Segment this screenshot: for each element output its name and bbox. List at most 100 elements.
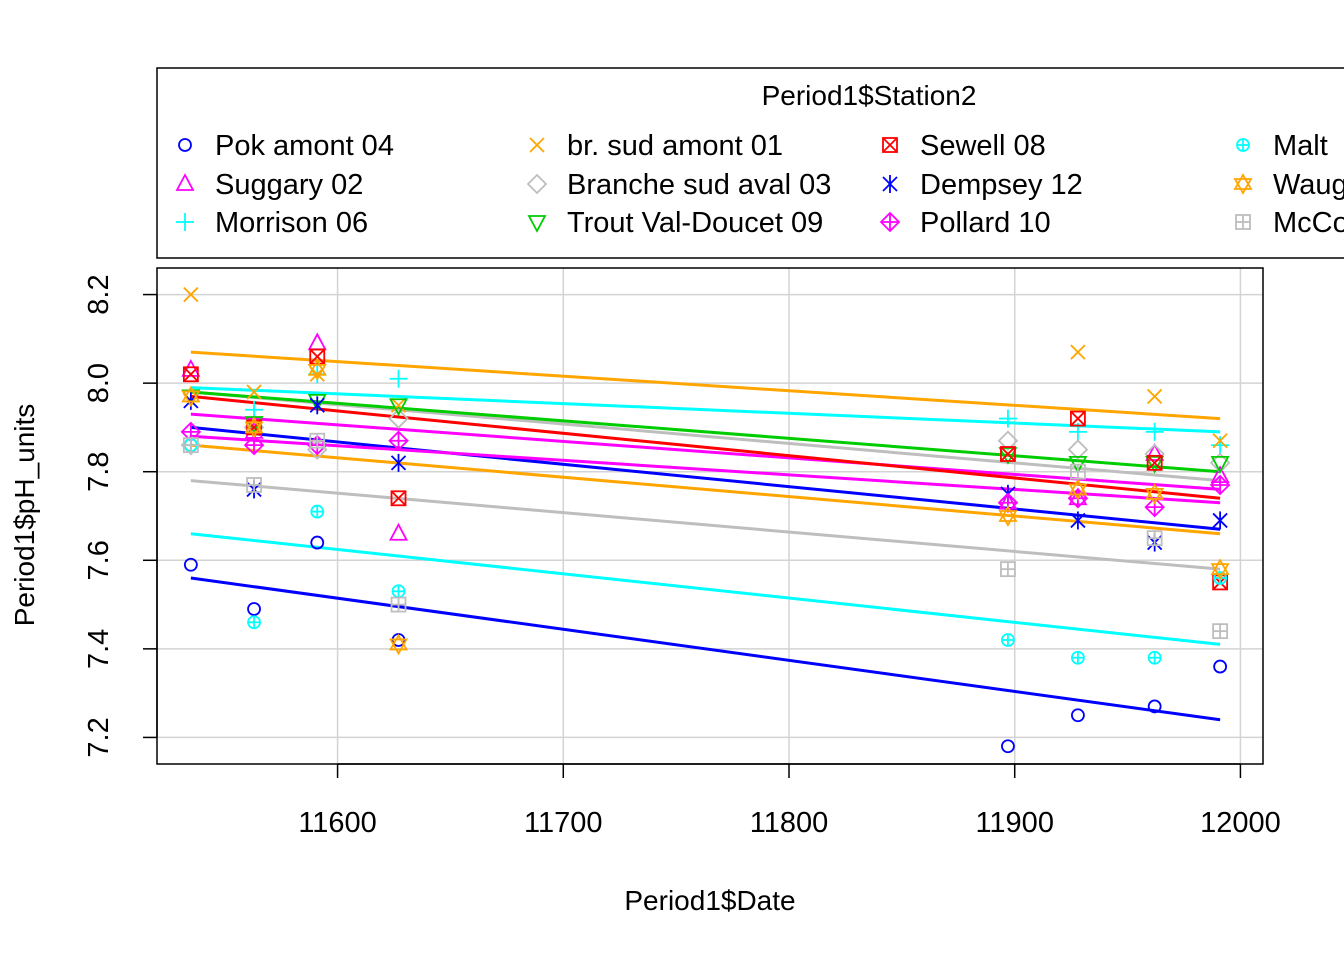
data-point-series-6 (390, 490, 407, 507)
fit-line-series-1 (190, 412, 1221, 491)
legend-marker (882, 137, 898, 153)
data-point-series-0 (1213, 659, 1228, 674)
legend-label: McCo (1273, 207, 1344, 239)
data-point-series-0 (310, 535, 325, 550)
x-tick-label: 11800 (750, 807, 829, 839)
data-point-series-5 (389, 398, 409, 417)
data-point-series-0 (183, 557, 198, 572)
data-point-series-7 (1070, 511, 1086, 530)
data-point-series-10 (244, 416, 264, 439)
data-point-series-9 (247, 615, 261, 630)
data-point-series-9 (1147, 650, 1162, 665)
data-point-series-5 (998, 447, 1018, 465)
data-point-series-7 (1212, 511, 1228, 530)
legend-entry: Branche sud aval 03 (526, 169, 831, 201)
legend-marker (176, 213, 194, 231)
data-points (180, 286, 1231, 754)
data-point-series-3 (183, 286, 199, 303)
data-point-series-6 (309, 348, 326, 365)
data-point-series-7 (390, 453, 407, 472)
legend-entry: Malt (1236, 130, 1328, 162)
data-point-series-10 (1145, 483, 1165, 505)
data-point-series-11 (246, 477, 262, 493)
legend-label: Dempsey 12 (920, 169, 1083, 201)
legend-marker (882, 175, 898, 193)
data-point-series-3 (390, 397, 407, 413)
data-point-series-2 (998, 409, 1017, 428)
data-point-series-5 (1145, 455, 1165, 474)
fit-line-series-3 (190, 350, 1221, 421)
fit-line-series-7 (190, 425, 1221, 531)
legend-label: Trout Val-Doucet 09 (567, 207, 823, 239)
y-tick-label: 7.2 (83, 717, 115, 757)
data-point-series-8 (243, 434, 265, 456)
data-point-series-6 (1146, 454, 1163, 471)
legend-label: Waug (1273, 169, 1344, 201)
legend-entry: McCo (1235, 207, 1344, 239)
data-point-series-0 (1147, 699, 1162, 714)
data-point-series-3 (1070, 344, 1086, 360)
legend-entry: Morrison 06 (176, 207, 368, 239)
legend-entry: Dempsey 12 (882, 169, 1083, 201)
legend-label: Suggary 02 (215, 169, 363, 201)
data-point-series-10 (388, 633, 409, 656)
data-point-series-11 (1000, 561, 1016, 578)
legend-marker (529, 137, 545, 153)
data-point-series-0 (1001, 739, 1015, 754)
data-point-series-10 (307, 359, 327, 381)
grid-lines (157, 268, 1263, 764)
y-tick-label: 8.0 (83, 363, 115, 403)
regression-lines (190, 350, 1221, 722)
legend-marker (178, 138, 192, 152)
data-point-series-10 (181, 385, 201, 408)
legend-title: Period1$Station2 (762, 80, 977, 111)
data-point-series-0 (247, 602, 261, 616)
y-tick-label: 7.8 (83, 452, 115, 492)
fit-line-series-11 (190, 479, 1221, 571)
data-point-series-4 (388, 408, 409, 429)
x-tick-label: 11600 (298, 807, 377, 839)
legend-entry: br. sud amont 01 (529, 130, 783, 162)
data-point-series-5 (1210, 455, 1230, 474)
legend-entry: Sewell 08 (882, 130, 1046, 162)
data-point-series-1 (389, 522, 409, 541)
x-axis-title: Period1$Date (624, 885, 795, 916)
data-point-series-2 (389, 369, 408, 388)
fit-line-series-10 (190, 443, 1221, 536)
data-point-series-8 (388, 430, 409, 451)
legend-entry: Suggary 02 (175, 169, 363, 201)
data-point-series-1 (1145, 443, 1165, 461)
legend-label: Sewell 08 (920, 130, 1046, 162)
data-point-series-9 (1071, 650, 1085, 665)
y-tick-label: 8.2 (83, 274, 115, 314)
fit-line-series-9 (190, 532, 1221, 646)
legend-label: Pok amont 04 (215, 130, 394, 162)
y-tick-label: 7.4 (83, 629, 115, 669)
data-point-series-6 (1000, 446, 1016, 462)
fit-line-series-8 (190, 434, 1221, 505)
legend-marker (1233, 173, 1253, 195)
axes: 11600 11700 11800 11900 12000 7.2 7.4 7.6 7.8 8.0… (83, 274, 1281, 839)
legend-label: Morrison 06 (215, 207, 368, 239)
legend-entry: Waug (1233, 169, 1344, 201)
legend-box (156, 67, 1344, 259)
legend-entry: Pok amont 04 (178, 130, 394, 162)
legend-entries: Pok amont 04 Suggary 02 Morrison 06 br. sud… (175, 130, 1344, 239)
data-point-series-11 (182, 437, 199, 454)
fit-line-series-5 (190, 390, 1221, 474)
data-point-series-3 (1147, 388, 1163, 405)
legend-marker (527, 215, 547, 233)
data-point-series-2 (1211, 436, 1230, 455)
data-point-series-10 (1068, 478, 1088, 501)
data-point-series-11 (1146, 530, 1163, 547)
x-tick-label: 12000 (1200, 807, 1281, 839)
fit-line-series-2 (190, 386, 1221, 434)
x-tick-label: 11700 (524, 807, 603, 839)
y-tick-label: 7.6 (83, 540, 115, 580)
legend-label: br. sud amont 01 (567, 130, 783, 162)
data-point-series-8 (1209, 474, 1231, 496)
legend-marker (879, 211, 901, 233)
x-tick-label: 11900 (975, 807, 1054, 839)
legend-entry: Pollard 10 (879, 207, 1051, 239)
fit-line-series-0 (190, 576, 1221, 722)
